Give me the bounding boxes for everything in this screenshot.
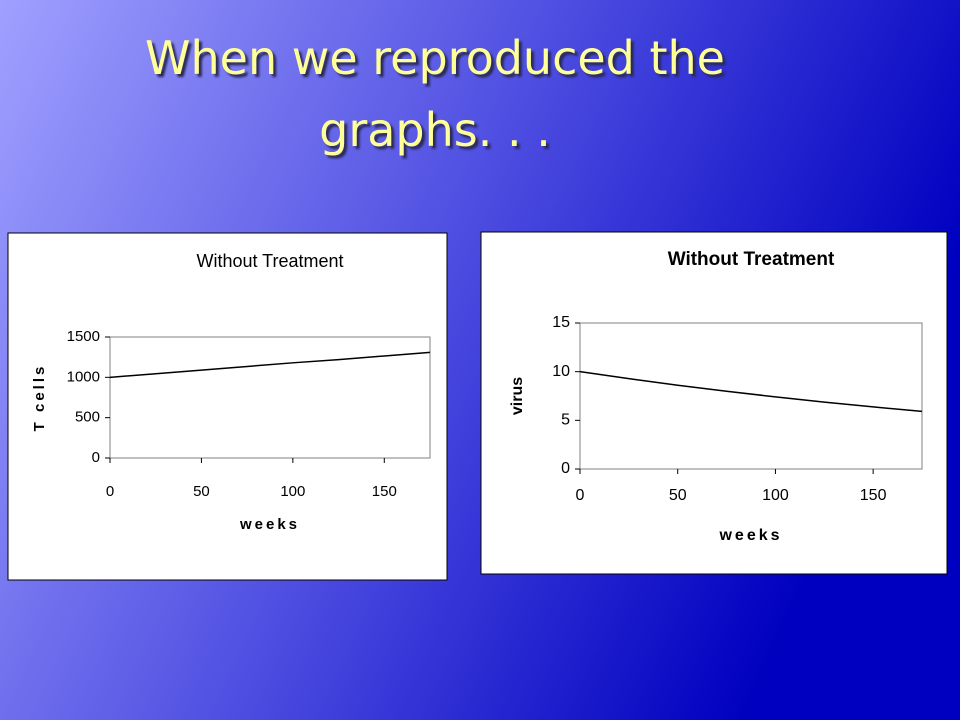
x-tick-label: 50 bbox=[669, 487, 687, 504]
x-axis-label: weeks bbox=[239, 516, 300, 533]
chart-title: Without Treatment bbox=[668, 249, 835, 270]
x-tick-label: 100 bbox=[280, 483, 305, 500]
y-tick-label: 5 bbox=[561, 412, 570, 429]
slide-title: When we reproduced the graphs. . . bbox=[145, 31, 725, 157]
x-tick-label: 0 bbox=[106, 483, 114, 500]
y-tick-label: 15 bbox=[552, 314, 570, 331]
y-tick-label: 500 bbox=[75, 409, 100, 426]
y-tick-label: 0 bbox=[92, 449, 100, 466]
plot-area bbox=[109, 336, 431, 459]
y-tick-label: 1000 bbox=[67, 368, 100, 385]
data-line bbox=[579, 370, 923, 413]
y-tick-label: 0 bbox=[561, 460, 570, 477]
y-tick-label: 1500 bbox=[67, 328, 100, 345]
y-axis-label: virus bbox=[509, 377, 526, 415]
x-tick-label: 100 bbox=[762, 487, 789, 504]
chart-title: Without Treatment bbox=[196, 251, 343, 271]
y-axis-label: T cells bbox=[31, 364, 48, 432]
y-tick-label: 10 bbox=[552, 363, 570, 380]
data-line bbox=[109, 351, 431, 379]
x-axis-label: weeks bbox=[718, 527, 782, 544]
x-tick-label: 50 bbox=[193, 483, 210, 500]
x-tick-label: 150 bbox=[860, 487, 887, 504]
plot-area bbox=[579, 322, 923, 470]
x-tick-label: 150 bbox=[372, 483, 397, 500]
x-tick-label: 0 bbox=[576, 487, 585, 504]
